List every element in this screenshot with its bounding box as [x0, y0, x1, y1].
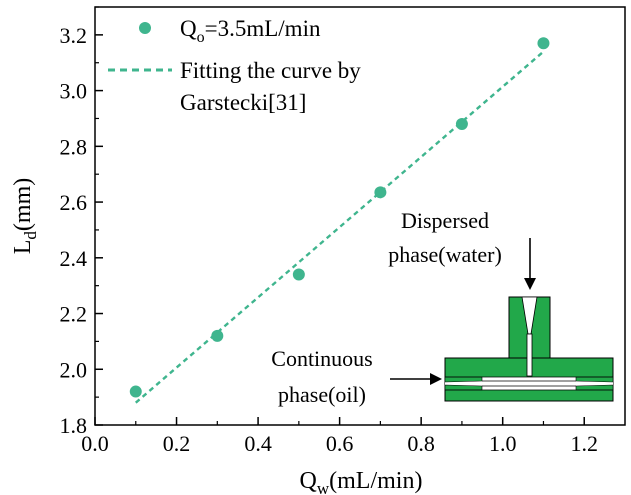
legend-fit-label-1: Fitting the curve by — [180, 58, 361, 83]
x-tick-label: 1.0 — [489, 431, 517, 456]
dispersed-phase-label-1: Dispersed — [401, 208, 489, 233]
continuous-arrow — [390, 373, 442, 385]
x-tick-label: 1.2 — [570, 431, 598, 456]
y-tick-label: 2.0 — [60, 357, 88, 382]
data-point — [374, 186, 387, 199]
plot-frame — [94, 6, 626, 426]
x-tick-label: 0.6 — [326, 431, 354, 456]
legend: Qo=3.5mL/min Fitting the curve by Garste… — [108, 16, 361, 115]
data-point — [211, 329, 224, 342]
dispersed-phase-label-2: phase(water) — [388, 242, 502, 267]
y-tick-label: 3.0 — [60, 79, 88, 104]
continuous-phase-label-1: Continuous — [271, 346, 372, 371]
x-tick-label: 0.2 — [163, 431, 191, 456]
t-junction-inset — [444, 296, 614, 402]
legend-fit-label-2: Garstecki[31] — [180, 90, 306, 115]
continuous-phase-label-2: phase(oil) — [278, 382, 366, 407]
y-axis-title: Ld(mm) — [10, 178, 40, 255]
y-tick-label: 2.4 — [60, 246, 88, 271]
data-point — [455, 118, 468, 131]
x-tick-label: 0.4 — [244, 431, 272, 456]
data-point — [292, 268, 305, 281]
y-axis-ticks: 1.8 2.0 2.2 2.4 2.6 2.8 3.0 3.2 — [60, 6, 103, 438]
scatter-points-layer — [129, 37, 550, 398]
y-tick-label: 3.2 — [60, 23, 88, 48]
y-tick-label: 2.2 — [60, 302, 88, 327]
legend-scatter-marker — [139, 22, 151, 34]
x-axis-title: Qw(mL/min) — [300, 468, 423, 495]
data-point — [129, 385, 142, 398]
data-point — [537, 37, 550, 50]
y-tick-label: 2.6 — [60, 190, 88, 215]
y-tick-label: 1.8 — [60, 413, 88, 438]
x-tick-label: 0.0 — [81, 431, 109, 456]
dispersed-arrow — [524, 238, 536, 290]
y-tick-label: 2.8 — [60, 134, 88, 159]
x-tick-label: 0.8 — [407, 431, 435, 456]
x-axis-ticks: 0.0 0.2 0.4 0.6 0.8 1.0 1.2 — [81, 417, 598, 456]
legend-scatter-label: Qo=3.5mL/min — [180, 16, 321, 46]
